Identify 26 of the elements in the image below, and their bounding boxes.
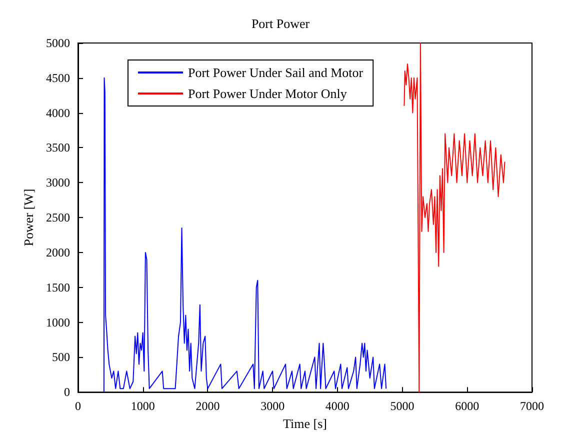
y-tick-label: 1000 [46,315,70,330]
x-tick-label: 3000 [260,399,285,414]
x-tick-label: 5000 [390,399,414,414]
x-tick-label: 4000 [325,399,350,414]
y-tick-label: 2000 [46,245,70,260]
y-tick-label: 1500 [46,280,70,294]
y-tick-label: 0 [64,385,70,400]
y-tick-label: 4500 [46,70,70,85]
x-tick-label: 0 [75,399,81,414]
line-series [103,77,387,393]
line-series [404,42,506,393]
legend-label: Port Power Under Sail and Motor [188,65,364,80]
y-tick-label: 5000 [46,36,70,50]
x-tick-label: 6000 [455,399,480,414]
x-tick-label: 1000 [130,399,155,414]
y-tick-label: 4000 [46,106,70,120]
y-tick-label: 3000 [46,176,70,190]
y-tick-label: 3500 [46,140,70,155]
chart-title: Port Power [251,16,310,31]
legend-label: Port Power Under Motor Only [188,86,348,101]
x-tick-label: 2000 [196,399,220,414]
x-tick-label: 7000 [520,399,544,414]
y-tick-label: 2500 [46,210,70,225]
y-tick-label: 500 [52,350,70,364]
x-axis-title: Time [s] [283,416,327,431]
y-axis-title: Power [W] [21,188,36,246]
